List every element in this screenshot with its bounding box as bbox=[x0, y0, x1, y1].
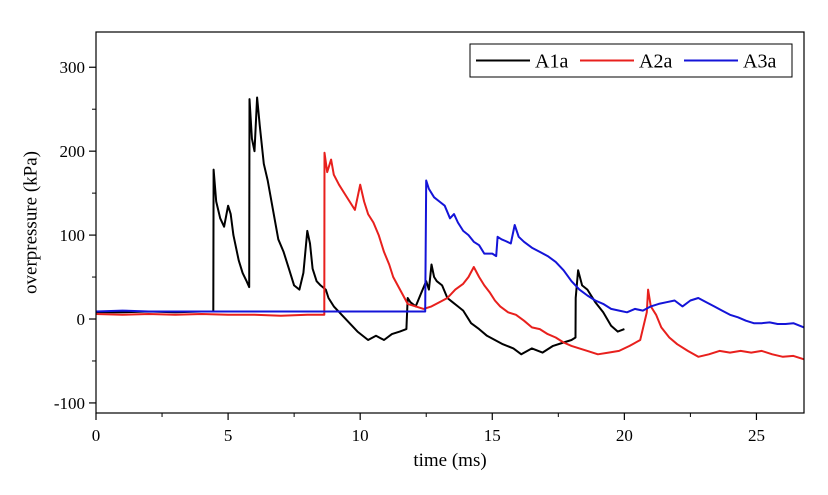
x-tick-label: 10 bbox=[352, 426, 369, 445]
y-tick-label: 100 bbox=[60, 226, 86, 245]
series-line-a3a bbox=[95, 179, 805, 329]
legend: A1a A2a A3a bbox=[469, 43, 793, 78]
x-tick-label: 0 bbox=[92, 426, 101, 445]
legend-label-a3a: A3a bbox=[743, 51, 776, 73]
legend-label-a1a: A1a bbox=[535, 51, 568, 73]
x-tick-label: 15 bbox=[484, 426, 501, 445]
legend-label-a2a: A2a bbox=[639, 51, 672, 73]
x-axis-title: time (ms) bbox=[413, 450, 486, 471]
y-tick-label: 200 bbox=[60, 142, 86, 161]
series-lines bbox=[95, 96, 805, 361]
plot-frame bbox=[95, 31, 805, 414]
x-tick-label: 25 bbox=[748, 426, 765, 445]
series-line-a2a bbox=[95, 151, 805, 361]
x-tick-label: 20 bbox=[616, 426, 633, 445]
series-line-a1a bbox=[96, 96, 625, 356]
axes: 0 5 10 15 20 25 -100 0 100 200 300 bbox=[54, 31, 805, 445]
y-axis-title: overpressure (kPa) bbox=[20, 151, 41, 294]
y-tick-label: 300 bbox=[60, 58, 86, 77]
x-tick-label: 5 bbox=[224, 426, 233, 445]
y-tick-label: 0 bbox=[77, 310, 86, 329]
y-tick-label: -100 bbox=[54, 394, 85, 413]
